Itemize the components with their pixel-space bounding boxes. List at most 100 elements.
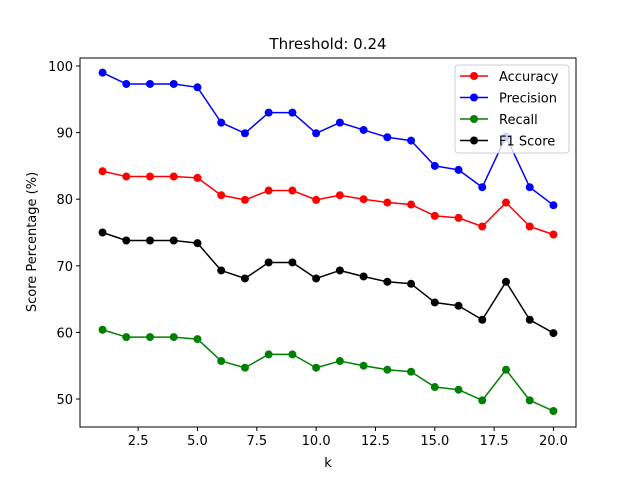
accuracy-point bbox=[240, 195, 249, 204]
precision-point bbox=[312, 129, 321, 138]
precision-point bbox=[146, 79, 155, 88]
plot-frame bbox=[79, 57, 577, 428]
y-tick-label: 50 bbox=[56, 393, 73, 408]
accuracy-point bbox=[359, 195, 368, 204]
x-tick-label: 5.0 bbox=[187, 434, 208, 449]
y-axis-label: Score Percentage (%) bbox=[25, 172, 40, 312]
f1-score-point bbox=[501, 277, 510, 286]
accuracy-point bbox=[478, 222, 487, 231]
accuracy-point bbox=[146, 172, 155, 181]
f1-score-point bbox=[549, 329, 558, 338]
recall-point bbox=[240, 363, 249, 372]
legend-entry-recall: Recall bbox=[460, 113, 538, 128]
recall-point bbox=[501, 365, 510, 374]
precision-point bbox=[359, 125, 368, 134]
x-tick-label: 20.0 bbox=[539, 434, 568, 449]
f1-score-point bbox=[240, 274, 249, 283]
recall-point bbox=[335, 357, 344, 366]
precision-point bbox=[217, 118, 226, 127]
f1-score-point bbox=[430, 298, 439, 307]
f1-score-point bbox=[478, 315, 487, 324]
f1-score-point bbox=[169, 236, 178, 245]
precision-point bbox=[122, 79, 131, 88]
legend-swatch-marker bbox=[470, 72, 478, 80]
recall-point bbox=[454, 385, 463, 394]
legend-entry-f1-score: F1 Score bbox=[460, 135, 555, 150]
legend-box bbox=[454, 64, 570, 154]
f1-score-point bbox=[264, 258, 273, 267]
precision-point bbox=[549, 201, 558, 210]
y-tick-label: 70 bbox=[56, 260, 73, 275]
recall-point bbox=[122, 333, 131, 342]
f1-score-point bbox=[98, 228, 107, 237]
precision-point bbox=[454, 165, 463, 174]
axis-ticks: 2.5 5.0 7.5 10.0 12.5 15.0 17.5 20.0 50 60 70 80 90 1… bbox=[48, 60, 568, 449]
y-tick-label: 90 bbox=[56, 127, 73, 142]
accuracy-point bbox=[312, 195, 321, 204]
f1-score-point bbox=[312, 274, 321, 283]
series-accuracy bbox=[98, 167, 558, 239]
f1-score-point bbox=[407, 279, 416, 288]
accuracy-point bbox=[407, 200, 416, 209]
accuracy-point bbox=[430, 211, 439, 220]
legend-label: F1 Score bbox=[499, 135, 555, 150]
accuracy-point bbox=[288, 186, 297, 195]
precision-point bbox=[407, 136, 416, 145]
f1-score-point bbox=[122, 236, 131, 245]
precision-point bbox=[478, 183, 487, 192]
recall-point bbox=[264, 350, 273, 359]
legend-label: Recall bbox=[499, 113, 538, 128]
x-tick-label: 15.0 bbox=[420, 434, 449, 449]
precision-point bbox=[264, 108, 273, 117]
series-precision bbox=[98, 68, 558, 210]
f1-score-point bbox=[217, 266, 226, 275]
accuracy-point bbox=[335, 191, 344, 200]
recall-point bbox=[98, 325, 107, 334]
f1-score-point bbox=[359, 272, 368, 281]
precision-point bbox=[193, 83, 202, 92]
recall-point bbox=[169, 333, 178, 342]
legend-swatch-marker bbox=[470, 136, 478, 145]
legend-swatch-marker bbox=[470, 93, 478, 102]
x-axis-label: k bbox=[324, 456, 332, 471]
f1-score-point bbox=[193, 239, 202, 248]
recall-point bbox=[525, 396, 534, 405]
x-tick-label: 12.5 bbox=[361, 434, 390, 449]
f1-score-point bbox=[288, 258, 297, 267]
f1-score-point bbox=[454, 301, 463, 310]
data-series bbox=[98, 68, 558, 416]
accuracy-point bbox=[122, 172, 131, 181]
legend-entry-precision: Precision bbox=[460, 92, 557, 107]
x-tick-label: 10.0 bbox=[302, 434, 331, 449]
precision-point bbox=[169, 79, 178, 88]
f1-score-point bbox=[383, 277, 392, 286]
y-tick-label: 80 bbox=[56, 193, 73, 208]
accuracy-point bbox=[98, 167, 107, 176]
recall-point bbox=[478, 396, 487, 405]
x-tick-label: 7.5 bbox=[246, 434, 267, 449]
accuracy-point bbox=[454, 213, 463, 222]
accuracy-point bbox=[383, 198, 392, 207]
recall-point bbox=[146, 333, 155, 342]
legend-label: Precision bbox=[499, 92, 557, 107]
accuracy-point bbox=[549, 230, 558, 239]
legend-entry-accuracy: Accuracy bbox=[460, 70, 559, 85]
precision-point bbox=[383, 133, 392, 142]
recall-point bbox=[359, 361, 368, 370]
accuracy-point bbox=[169, 172, 178, 181]
recall-point bbox=[549, 407, 558, 416]
series-recall bbox=[98, 325, 558, 416]
legend: Accuracy Precision Recall F1 Score bbox=[454, 64, 570, 154]
accuracy-point bbox=[501, 198, 510, 207]
x-tick-label: 17.5 bbox=[480, 434, 509, 449]
precision-point bbox=[430, 161, 439, 170]
accuracy-point bbox=[264, 186, 273, 195]
accuracy-point bbox=[525, 222, 534, 231]
f1-score-point bbox=[525, 315, 534, 324]
x-tick-label: 2.5 bbox=[128, 434, 149, 449]
accuracy-point bbox=[217, 191, 226, 200]
recall-point bbox=[217, 357, 226, 366]
y-tick-label: 60 bbox=[56, 326, 73, 341]
